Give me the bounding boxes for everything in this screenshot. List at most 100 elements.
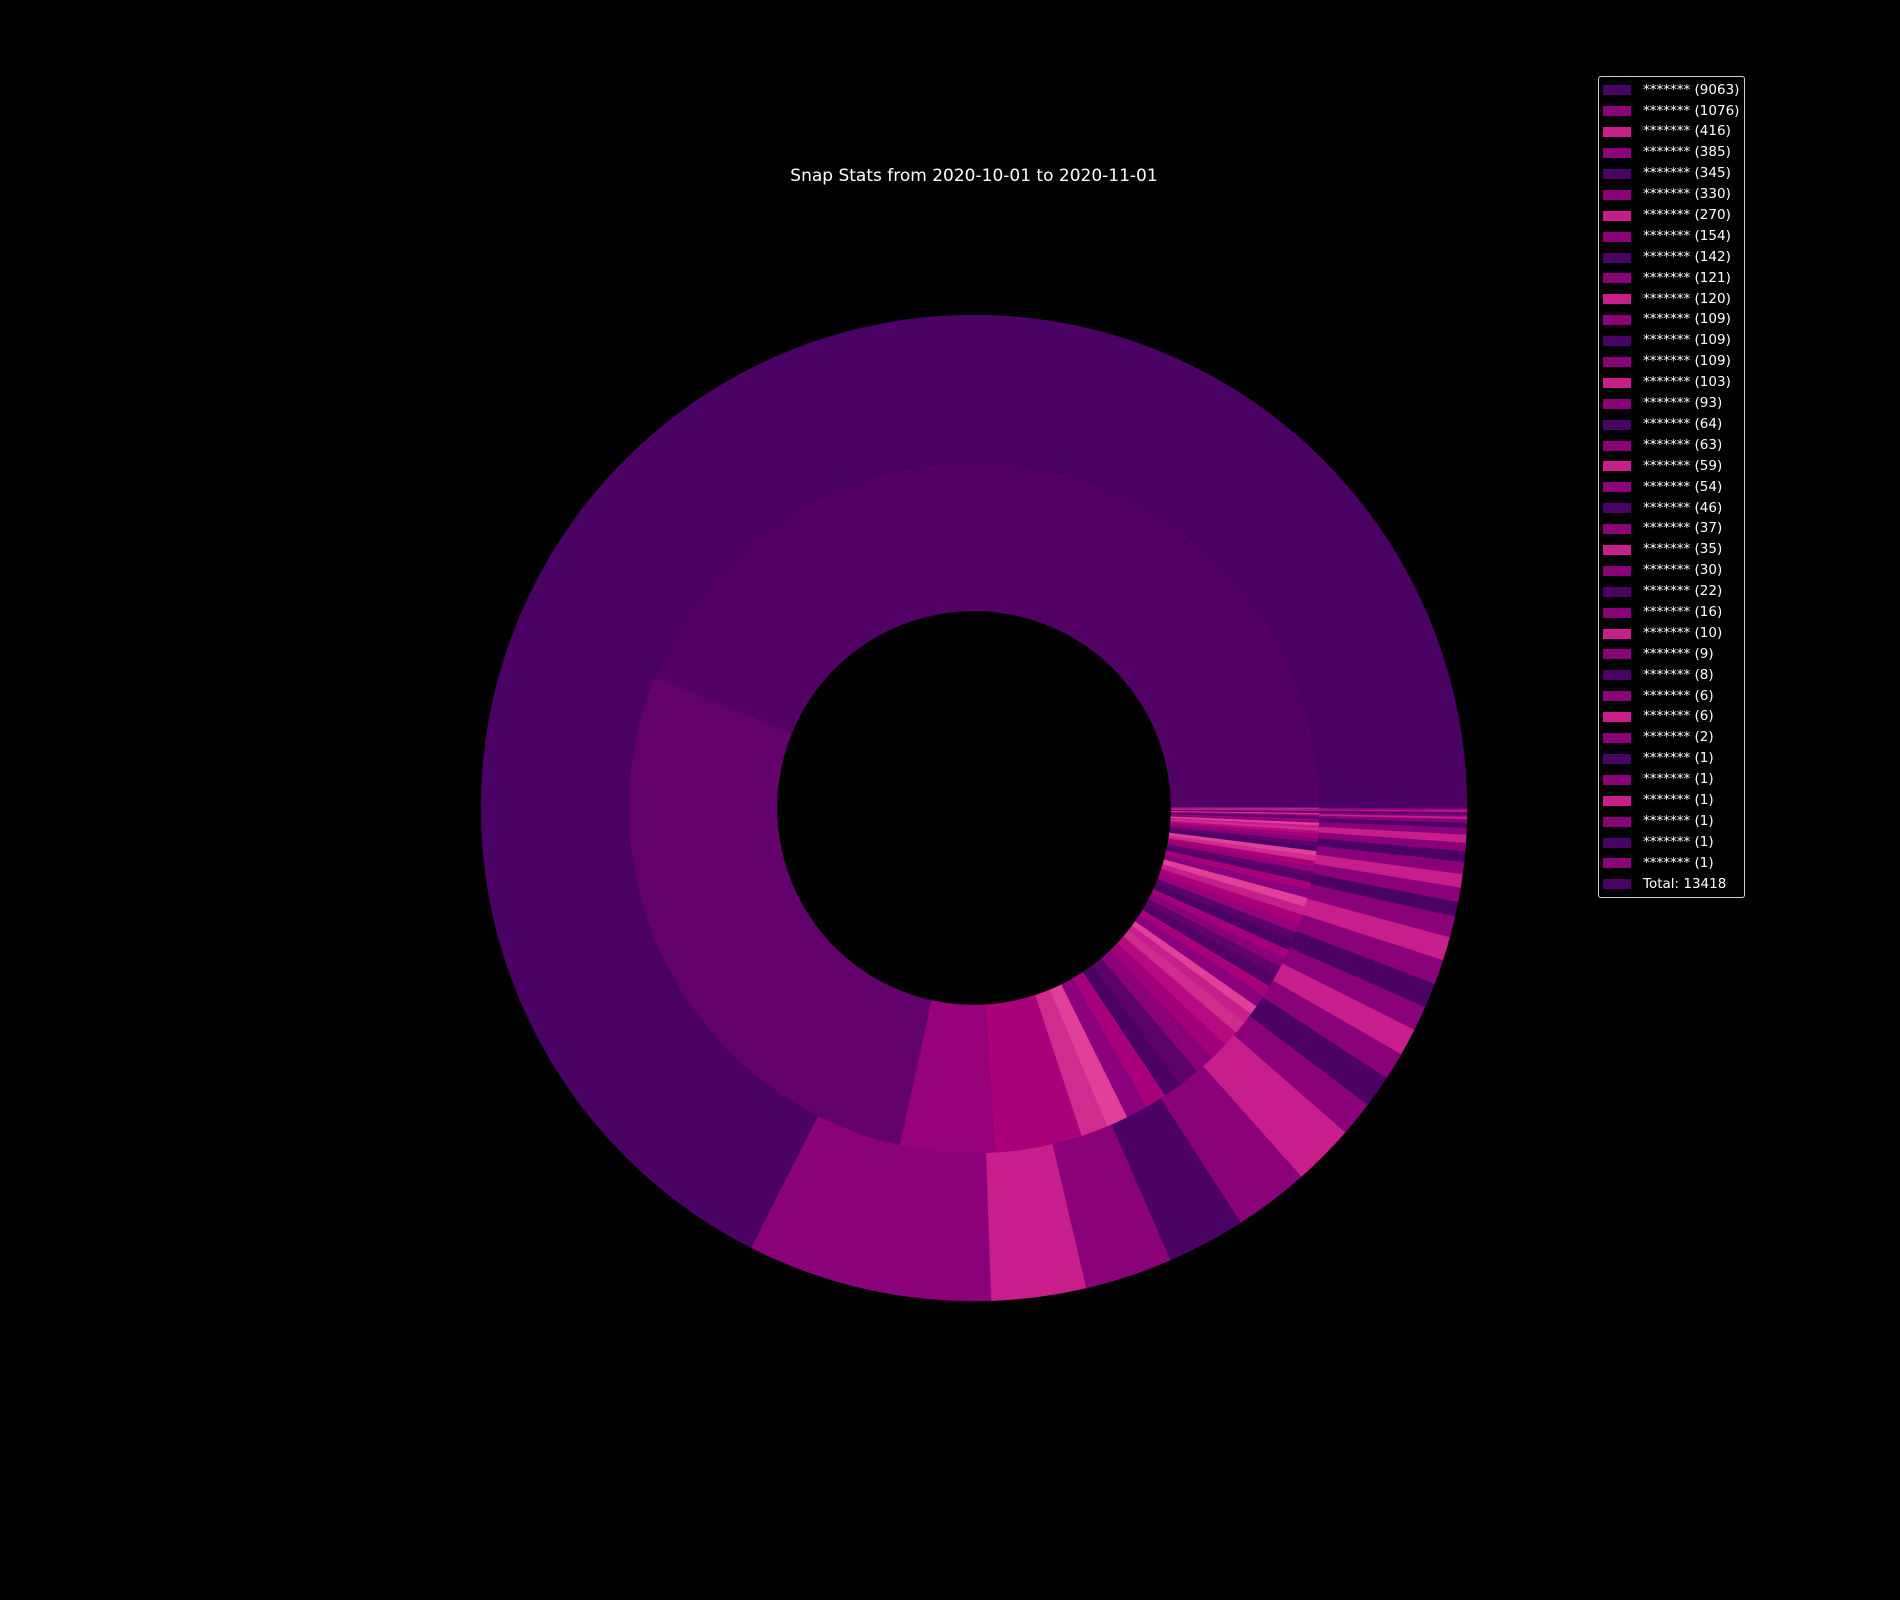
- legend-label: ******* (1): [1643, 812, 1714, 829]
- legend-label: ******* (154): [1643, 227, 1731, 244]
- legend-item: ******* (8): [1603, 665, 1739, 686]
- legend-item: ******* (1): [1603, 790, 1739, 811]
- legend-label: ******* (35): [1643, 541, 1723, 558]
- legend-swatch: [1603, 565, 1631, 576]
- legend-item: ******* (37): [1603, 519, 1739, 540]
- legend-label: ******* (103): [1643, 374, 1731, 391]
- legend-label: ******* (64): [1643, 415, 1723, 432]
- legend-item: ******* (59): [1603, 456, 1739, 477]
- legend-label: ******* (93): [1643, 395, 1723, 412]
- legend-item: ******* (63): [1603, 435, 1739, 456]
- legend-swatch: [1603, 336, 1631, 347]
- legend-item: ******* (385): [1603, 143, 1739, 164]
- legend-label: ******* (1): [1643, 771, 1714, 788]
- legend-item: ******* (120): [1603, 289, 1739, 310]
- legend-label: ******* (109): [1643, 353, 1731, 370]
- legend-label: ******* (1): [1643, 854, 1714, 871]
- legend-swatch: [1603, 607, 1631, 618]
- legend-label: ******* (30): [1643, 562, 1723, 579]
- legend-label: ******* (1): [1643, 791, 1714, 808]
- legend-label: ******* (54): [1643, 478, 1723, 495]
- legend-item: ******* (6): [1603, 707, 1739, 728]
- legend-item: ******* (109): [1603, 331, 1739, 352]
- legend-swatch: [1603, 753, 1631, 764]
- legend-label: ******* (1): [1643, 750, 1714, 767]
- legend-label: ******* (416): [1643, 123, 1731, 140]
- legend-swatch: [1603, 733, 1631, 744]
- legend-swatch: [1603, 189, 1631, 200]
- legend-item: ******* (9): [1603, 644, 1739, 665]
- legend-swatch: [1603, 148, 1631, 159]
- legend-swatch: [1603, 231, 1631, 242]
- legend-label: ******* (16): [1643, 603, 1723, 620]
- legend-swatch: [1603, 774, 1631, 785]
- legend-swatch: [1603, 586, 1631, 597]
- legend-label: ******* (6): [1643, 708, 1714, 725]
- legend-item: ******* (270): [1603, 205, 1739, 226]
- legend-label: ******* (8): [1643, 666, 1714, 683]
- legend-item: ******* (22): [1603, 581, 1739, 602]
- legend-item: ******* (9063): [1603, 80, 1739, 101]
- legend-label: ******* (2): [1643, 729, 1714, 746]
- legend-label: ******* (9): [1643, 645, 1714, 662]
- legend-item: ******* (10): [1603, 623, 1739, 644]
- legend-item: ******* (46): [1603, 498, 1739, 519]
- legend-swatch: [1603, 357, 1631, 368]
- legend-label: ******* (270): [1643, 207, 1731, 224]
- legend-item: ******* (64): [1603, 414, 1739, 435]
- legend-label: Total: 13418: [1643, 875, 1727, 892]
- legend-swatch: [1603, 795, 1631, 806]
- legend-swatch: [1603, 858, 1631, 869]
- legend-item: ******* (16): [1603, 602, 1739, 623]
- legend-label: ******* (6): [1643, 687, 1714, 704]
- legend-swatch: [1603, 649, 1631, 660]
- legend-item: ******* (54): [1603, 477, 1739, 498]
- legend-swatch: [1603, 169, 1631, 179]
- legend-item: ******* (330): [1603, 184, 1739, 205]
- legend-item: ******* (109): [1603, 310, 1739, 331]
- legend-label: ******* (37): [1643, 520, 1723, 537]
- legend-swatch: [1603, 440, 1631, 451]
- legend-swatch: [1603, 712, 1631, 723]
- legend-item: ******* (6): [1603, 686, 1739, 707]
- legend-item: ******* (30): [1603, 560, 1739, 581]
- legend-swatch: [1603, 377, 1631, 388]
- legend-label: ******* (109): [1643, 332, 1731, 349]
- legend-item: ******* (1): [1603, 853, 1739, 874]
- legend-swatch: [1603, 524, 1631, 535]
- legend-item-total: Total: 13418: [1603, 874, 1739, 895]
- legend-item: ******* (142): [1603, 247, 1739, 268]
- legend-item: ******* (103): [1603, 372, 1739, 393]
- legend: ******* (9063) ******* (1076) ******* (416…: [1598, 76, 1746, 898]
- legend-swatch: [1603, 315, 1631, 326]
- legend-swatch: [1603, 106, 1631, 117]
- legend-swatch: [1603, 398, 1631, 409]
- legend-label: ******* (46): [1643, 499, 1723, 516]
- legend-item: ******* (109): [1603, 352, 1739, 373]
- legend-item: ******* (154): [1603, 226, 1739, 247]
- legend-item: ******* (121): [1603, 268, 1739, 289]
- legend-label: ******* (22): [1643, 583, 1723, 600]
- legend-label: ******* (121): [1643, 269, 1731, 286]
- inner-slice-1: [654, 462, 1320, 809]
- legend-swatch: [1603, 294, 1631, 305]
- legend-swatch: [1603, 503, 1631, 514]
- legend-swatch: [1603, 419, 1631, 430]
- legend-swatch: [1603, 879, 1631, 890]
- legend-label: ******* (385): [1643, 144, 1731, 161]
- legend-swatch: [1603, 210, 1631, 221]
- legend-label: ******* (330): [1643, 186, 1731, 203]
- legend-item: ******* (1): [1603, 811, 1739, 832]
- legend-label: ******* (1076): [1643, 102, 1740, 119]
- legend-label: ******* (345): [1643, 165, 1731, 182]
- legend-label: ******* (63): [1643, 436, 1723, 453]
- legend-item: ******* (93): [1603, 393, 1739, 414]
- legend-swatch: [1603, 670, 1631, 681]
- legend-swatch: [1603, 545, 1631, 556]
- inner-ring: [628, 462, 1320, 1154]
- inner-slice-2: [628, 677, 932, 1146]
- legend-label: ******* (59): [1643, 457, 1723, 474]
- legend-swatch: [1603, 628, 1631, 639]
- legend-item: ******* (416): [1603, 122, 1739, 143]
